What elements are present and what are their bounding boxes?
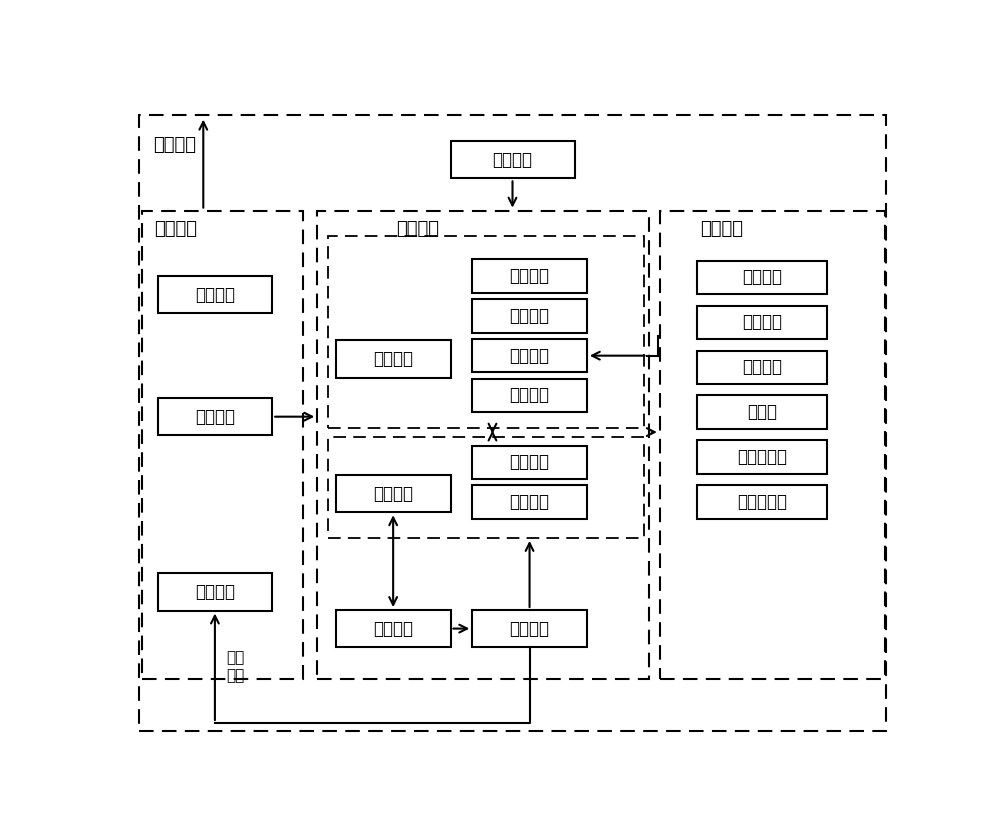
Text: 区域划分: 区域划分 — [492, 151, 532, 168]
Bar — [472, 339, 587, 372]
Bar — [472, 379, 587, 412]
Text: 过冷度: 过冷度 — [747, 403, 777, 421]
Text: 冷凝器温度: 冷凝器温度 — [737, 448, 787, 466]
Text: 计算环节: 计算环节 — [396, 219, 439, 238]
Bar — [472, 485, 587, 519]
Text: 壳侧计算: 壳侧计算 — [373, 350, 413, 368]
Bar — [142, 210, 303, 680]
Text: 运行边界: 运行边界 — [195, 408, 235, 425]
Text: 不凝气体: 不凝气体 — [510, 386, 550, 404]
Text: 分区环节: 分区环节 — [153, 136, 196, 154]
Text: 结构尺寸: 结构尺寸 — [195, 286, 235, 304]
Bar — [472, 610, 587, 647]
Bar — [328, 436, 644, 538]
Bar — [472, 299, 587, 333]
Bar — [336, 475, 450, 512]
Bar — [472, 445, 587, 479]
Bar — [660, 210, 885, 680]
Text: 时间计算: 时间计算 — [510, 620, 550, 638]
Bar — [328, 236, 644, 428]
Bar — [158, 276, 272, 314]
Bar — [697, 260, 827, 294]
Bar — [158, 398, 272, 435]
Text: 回赋
初值: 回赋 初值 — [227, 651, 245, 683]
Text: 出口温度: 出口温度 — [510, 493, 550, 511]
Bar — [450, 141, 574, 178]
Bar — [697, 485, 827, 519]
Bar — [697, 350, 827, 384]
Bar — [697, 440, 827, 474]
Text: 输出环节: 输出环节 — [700, 219, 743, 238]
Text: 金属蓄热: 金属蓄热 — [373, 620, 413, 638]
Bar — [336, 610, 450, 647]
Bar — [472, 259, 587, 293]
Bar — [336, 340, 450, 378]
Text: 换热计算: 换热计算 — [510, 453, 550, 471]
Bar — [158, 573, 272, 610]
Text: 换热计算: 换热计算 — [510, 267, 550, 285]
Text: 循环水温度: 循环水温度 — [737, 493, 787, 511]
Bar — [317, 210, 649, 680]
Text: 热井液位: 热井液位 — [742, 359, 782, 376]
Text: 蒸汽压力: 蒸汽压力 — [742, 269, 782, 286]
Text: 空气压力: 空气压力 — [742, 314, 782, 331]
Text: 初值数据: 初值数据 — [195, 583, 235, 601]
Text: 压力计算: 压力计算 — [510, 307, 550, 325]
Text: 管侧计算: 管侧计算 — [373, 485, 413, 503]
Bar — [697, 395, 827, 429]
Text: 热井计算: 热井计算 — [510, 347, 550, 364]
Text: 输入环节: 输入环节 — [154, 219, 197, 238]
Bar — [697, 305, 827, 339]
